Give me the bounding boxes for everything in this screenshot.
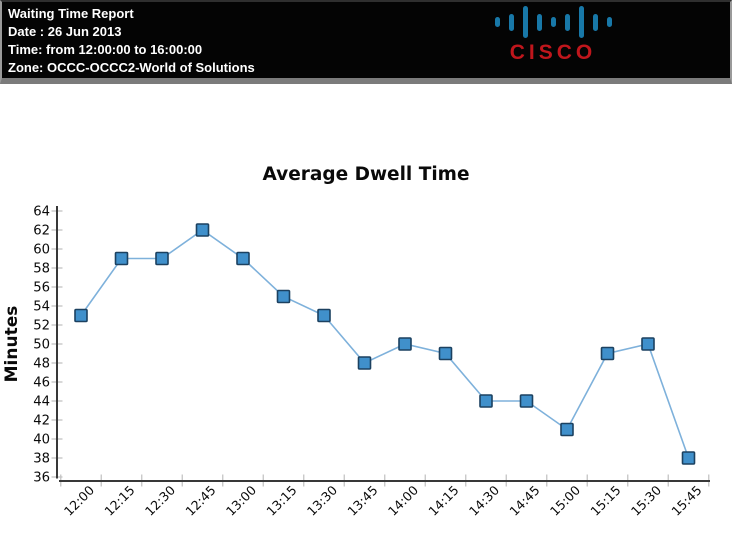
data-point-marker bbox=[276, 289, 291, 304]
x-tick-label: 14:00 bbox=[385, 483, 421, 519]
data-point-marker bbox=[681, 451, 696, 465]
x-tick-label: 12:15 bbox=[101, 483, 137, 519]
cisco-bridge-bar bbox=[522, 6, 528, 38]
x-tick-label: 14:30 bbox=[466, 483, 502, 519]
x-tick-label: 15:00 bbox=[547, 483, 583, 519]
cisco-bridge-bar bbox=[578, 6, 584, 38]
dwell-time-chart: Average Dwell Time Minutes 36 38 40 42 44 46 48 5… bbox=[2, 164, 710, 519]
data-point-marker bbox=[560, 422, 574, 437]
data-point-marker bbox=[74, 308, 88, 323]
cisco-bridge-bar bbox=[508, 13, 514, 31]
data-point-marker bbox=[357, 356, 372, 370]
y-tick-label: 52 bbox=[33, 319, 50, 334]
data-point-marker bbox=[155, 251, 169, 266]
cisco-bridge-bar bbox=[606, 17, 612, 27]
y-tick-label: 42 bbox=[33, 414, 50, 429]
x-tick-label: 12:30 bbox=[142, 483, 178, 519]
y-tick-label: 50 bbox=[33, 338, 50, 353]
data-point-marker bbox=[236, 251, 250, 266]
data-point-marker bbox=[317, 308, 331, 323]
y-tick-label: 62 bbox=[33, 224, 50, 239]
y-tick-label: 40 bbox=[33, 433, 50, 448]
x-tick-label: 14:15 bbox=[425, 483, 461, 519]
y-tick-label: 44 bbox=[33, 395, 50, 410]
x-tick-label: 12:00 bbox=[61, 483, 97, 519]
x-tick-label: 12:45 bbox=[182, 483, 218, 519]
cisco-bridge-bar bbox=[564, 13, 570, 31]
data-point-marker bbox=[398, 337, 412, 351]
cisco-bridge-bar bbox=[592, 13, 598, 31]
x-tick-label: 13:30 bbox=[304, 483, 340, 519]
report-header-text: Waiting Time Report Date : 26 Jun 2013 T… bbox=[8, 5, 255, 77]
y-tick-label: 64 bbox=[33, 205, 50, 220]
cisco-bridge-bar bbox=[550, 17, 556, 27]
x-tick-label: 13:45 bbox=[344, 483, 380, 519]
data-point-marker bbox=[600, 346, 615, 361]
chart-title: Average Dwell Time bbox=[262, 164, 469, 185]
x-tick-label: 15:30 bbox=[628, 483, 664, 519]
y-tick-label: 60 bbox=[33, 243, 50, 258]
data-point-marker bbox=[195, 223, 210, 237]
data-point-marker bbox=[479, 394, 493, 408]
data-point-marker bbox=[641, 337, 655, 351]
x-tick-label: 13:15 bbox=[263, 483, 299, 519]
report-date: Date : 26 Jun 2013 bbox=[8, 24, 122, 39]
y-tick-label: 38 bbox=[33, 452, 50, 467]
y-axis-title: Minutes bbox=[2, 306, 22, 383]
report-zone: Zone: OCCC-OCCC2-World of Solutions bbox=[8, 60, 255, 75]
report-title: Waiting Time Report bbox=[8, 6, 134, 21]
cisco-bridge-bar bbox=[494, 17, 500, 27]
x-tick-label: 15:15 bbox=[587, 483, 623, 519]
cisco-logo-text: CISCO bbox=[509, 41, 597, 64]
x-tick-label: 14:45 bbox=[506, 483, 542, 519]
x-tick-label: 15:45 bbox=[668, 483, 704, 519]
x-tick-label: 13:00 bbox=[223, 483, 259, 519]
y-tick-label: 58 bbox=[33, 262, 50, 277]
data-point-marker bbox=[519, 394, 534, 408]
y-tick-label: 48 bbox=[33, 357, 50, 372]
report-time-range: Time: from 12:00:00 to 16:00:00 bbox=[8, 42, 203, 57]
data-point-marker bbox=[438, 346, 453, 361]
y-tick-label: 56 bbox=[33, 281, 50, 296]
series-line bbox=[80, 229, 690, 459]
report-header: Waiting Time Report Date : 26 Jun 2013 T… bbox=[0, 0, 732, 84]
y-tick-label: 36 bbox=[33, 471, 50, 486]
cisco-bridge-icon bbox=[487, 4, 619, 40]
data-point-marker bbox=[114, 251, 129, 266]
y-tick-label: 46 bbox=[33, 376, 50, 391]
cisco-bridge-bar bbox=[536, 13, 542, 31]
cisco-logo: CISCO bbox=[487, 4, 619, 65]
y-tick-label: 54 bbox=[33, 300, 50, 315]
